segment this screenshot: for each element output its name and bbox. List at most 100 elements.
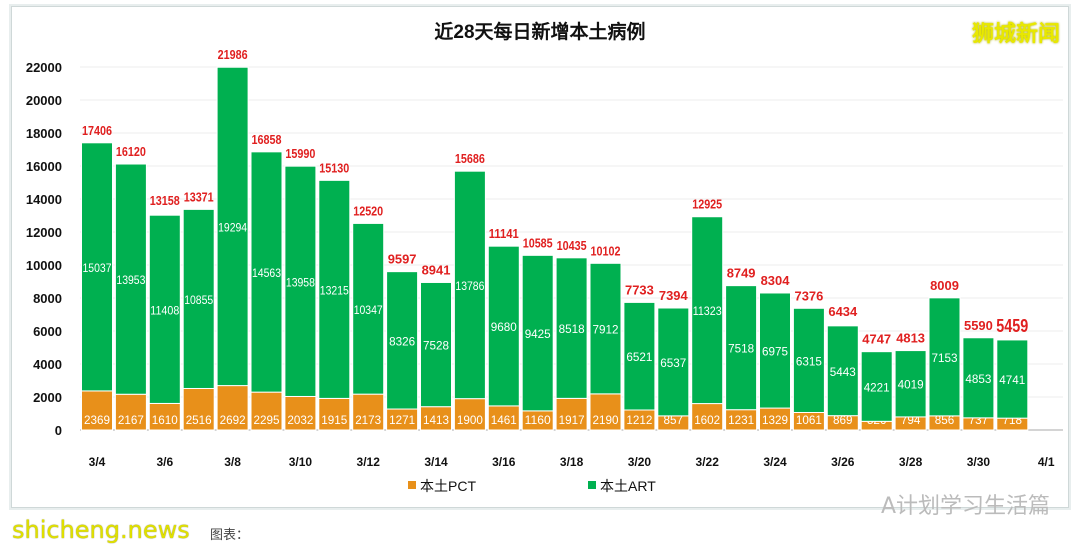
bar-value-label: 1413 (423, 413, 449, 427)
watermark-bottom-left: shicheng.news (12, 516, 190, 544)
y-tick-label: 4000 (33, 357, 62, 372)
bar-value-label: 1271 (389, 413, 415, 427)
bar-pct (114, 393, 147, 431)
bar-value-label: 1212 (626, 413, 652, 427)
bar-value-label: 14563 (252, 266, 281, 280)
total-label: 5590 (964, 318, 993, 333)
x-tick-label: 3/8 (224, 455, 241, 469)
chart-title: 近28天每日新增本土病例 (434, 20, 645, 43)
bar-art (114, 163, 147, 395)
total-label: 10585 (523, 235, 553, 250)
total-label: 5459 (996, 316, 1028, 336)
bar-value-label: 2167 (118, 413, 144, 427)
y-tick-label: 0 (55, 423, 62, 438)
total-label: 10435 (557, 238, 587, 253)
total-label: 15130 (319, 160, 349, 175)
bar-pct (182, 387, 215, 431)
watermark-top-right: 狮城新闻 (971, 22, 1060, 47)
bar-art (555, 257, 588, 399)
x-tick-label: 3/14 (424, 455, 448, 469)
bar-value-label: 4221 (864, 380, 890, 394)
bar-pct (216, 385, 249, 431)
bar-value-label: 1160 (525, 413, 551, 427)
bar-value-label: 5443 (830, 365, 856, 379)
bar-art (148, 214, 181, 404)
total-label: 4747 (862, 332, 891, 347)
bar-art (81, 142, 113, 392)
bar-art (962, 337, 995, 419)
bar-value-label: 7528 (423, 339, 449, 353)
bar-value-label: 6521 (626, 350, 652, 364)
bar-art (657, 307, 690, 417)
bar-value-label: 1231 (728, 413, 754, 427)
x-tick-label: 3/18 (560, 455, 584, 469)
bar-value-label: 6975 (762, 345, 788, 359)
x-tick-label: 3/26 (831, 455, 855, 469)
y-tick-label: 14000 (26, 192, 62, 207)
total-label: 15686 (455, 151, 485, 166)
bar-value-label: 7153 (932, 351, 958, 365)
bar-art (928, 297, 961, 417)
x-tick-label: 3/24 (763, 455, 787, 469)
bar-value-label: 856 (935, 413, 955, 427)
bar-value-label: 1329 (762, 413, 788, 427)
x-tick-label: 3/16 (492, 455, 516, 469)
legend-swatch-1 (588, 481, 596, 489)
bar-pct (555, 397, 588, 431)
bar-value-label: 4853 (965, 372, 991, 386)
x-tick-label: 3/28 (899, 455, 923, 469)
bar-value-label: 2173 (355, 413, 381, 427)
total-label: 15990 (285, 146, 315, 161)
x-tick-label: 3/10 (289, 455, 313, 469)
bar-pct (250, 391, 283, 431)
bar-art (250, 151, 283, 393)
bar-art (826, 325, 859, 417)
bar-art (216, 66, 249, 387)
x-tick-label: 3/4 (89, 455, 106, 469)
bar-art (284, 165, 317, 397)
bar-value-label: 19294 (218, 220, 247, 234)
y-tick-label: 8000 (33, 291, 62, 306)
bar-value-label: 1917 (559, 413, 585, 427)
bar-art (453, 170, 486, 400)
bar-pct (148, 402, 181, 431)
total-label: 8304 (761, 273, 791, 288)
bar-value-label: 13958 (286, 275, 315, 289)
x-tick-label: 3/20 (628, 455, 652, 469)
bar-art (182, 208, 215, 389)
total-label: 12520 (353, 203, 383, 218)
bar-value-label: 1915 (321, 413, 347, 427)
bar-art (725, 285, 758, 411)
bar-value-label: 4741 (999, 373, 1025, 387)
total-label: 11141 (489, 226, 519, 241)
legend-swatch-0 (408, 481, 416, 489)
bar-pct (318, 397, 351, 431)
total-label: 4813 (896, 331, 925, 346)
bar-value-label: 13953 (116, 273, 145, 287)
bar-value-label: 7518 (728, 342, 754, 356)
total-label: 9597 (388, 252, 417, 267)
bar-value-label: 2190 (593, 413, 619, 427)
bar-value-label: 2516 (186, 413, 212, 427)
bar-art (589, 262, 622, 395)
bar-art (792, 307, 825, 413)
bar-art (386, 271, 419, 410)
bar-art (894, 350, 927, 418)
total-label: 17406 (82, 123, 112, 138)
total-label: 12925 (692, 197, 722, 212)
y-tick-label: 16000 (26, 159, 62, 174)
bar-value-label: 1461 (491, 413, 517, 427)
y-tick-label: 10000 (26, 258, 62, 273)
legend-label: 本土PCT (420, 478, 476, 494)
bar-art (759, 292, 791, 409)
bar-value-label: 1061 (796, 413, 822, 427)
bar-value-label: 11408 (150, 303, 179, 317)
y-tick-label: 12000 (26, 225, 62, 240)
y-tick-label: 18000 (26, 126, 62, 141)
legend-label: 本土ART (600, 478, 656, 494)
bar-value-label: 13786 (455, 279, 484, 293)
bar-art (521, 254, 554, 412)
total-label: 6434 (828, 304, 858, 319)
y-tick-label: 22000 (26, 60, 62, 75)
